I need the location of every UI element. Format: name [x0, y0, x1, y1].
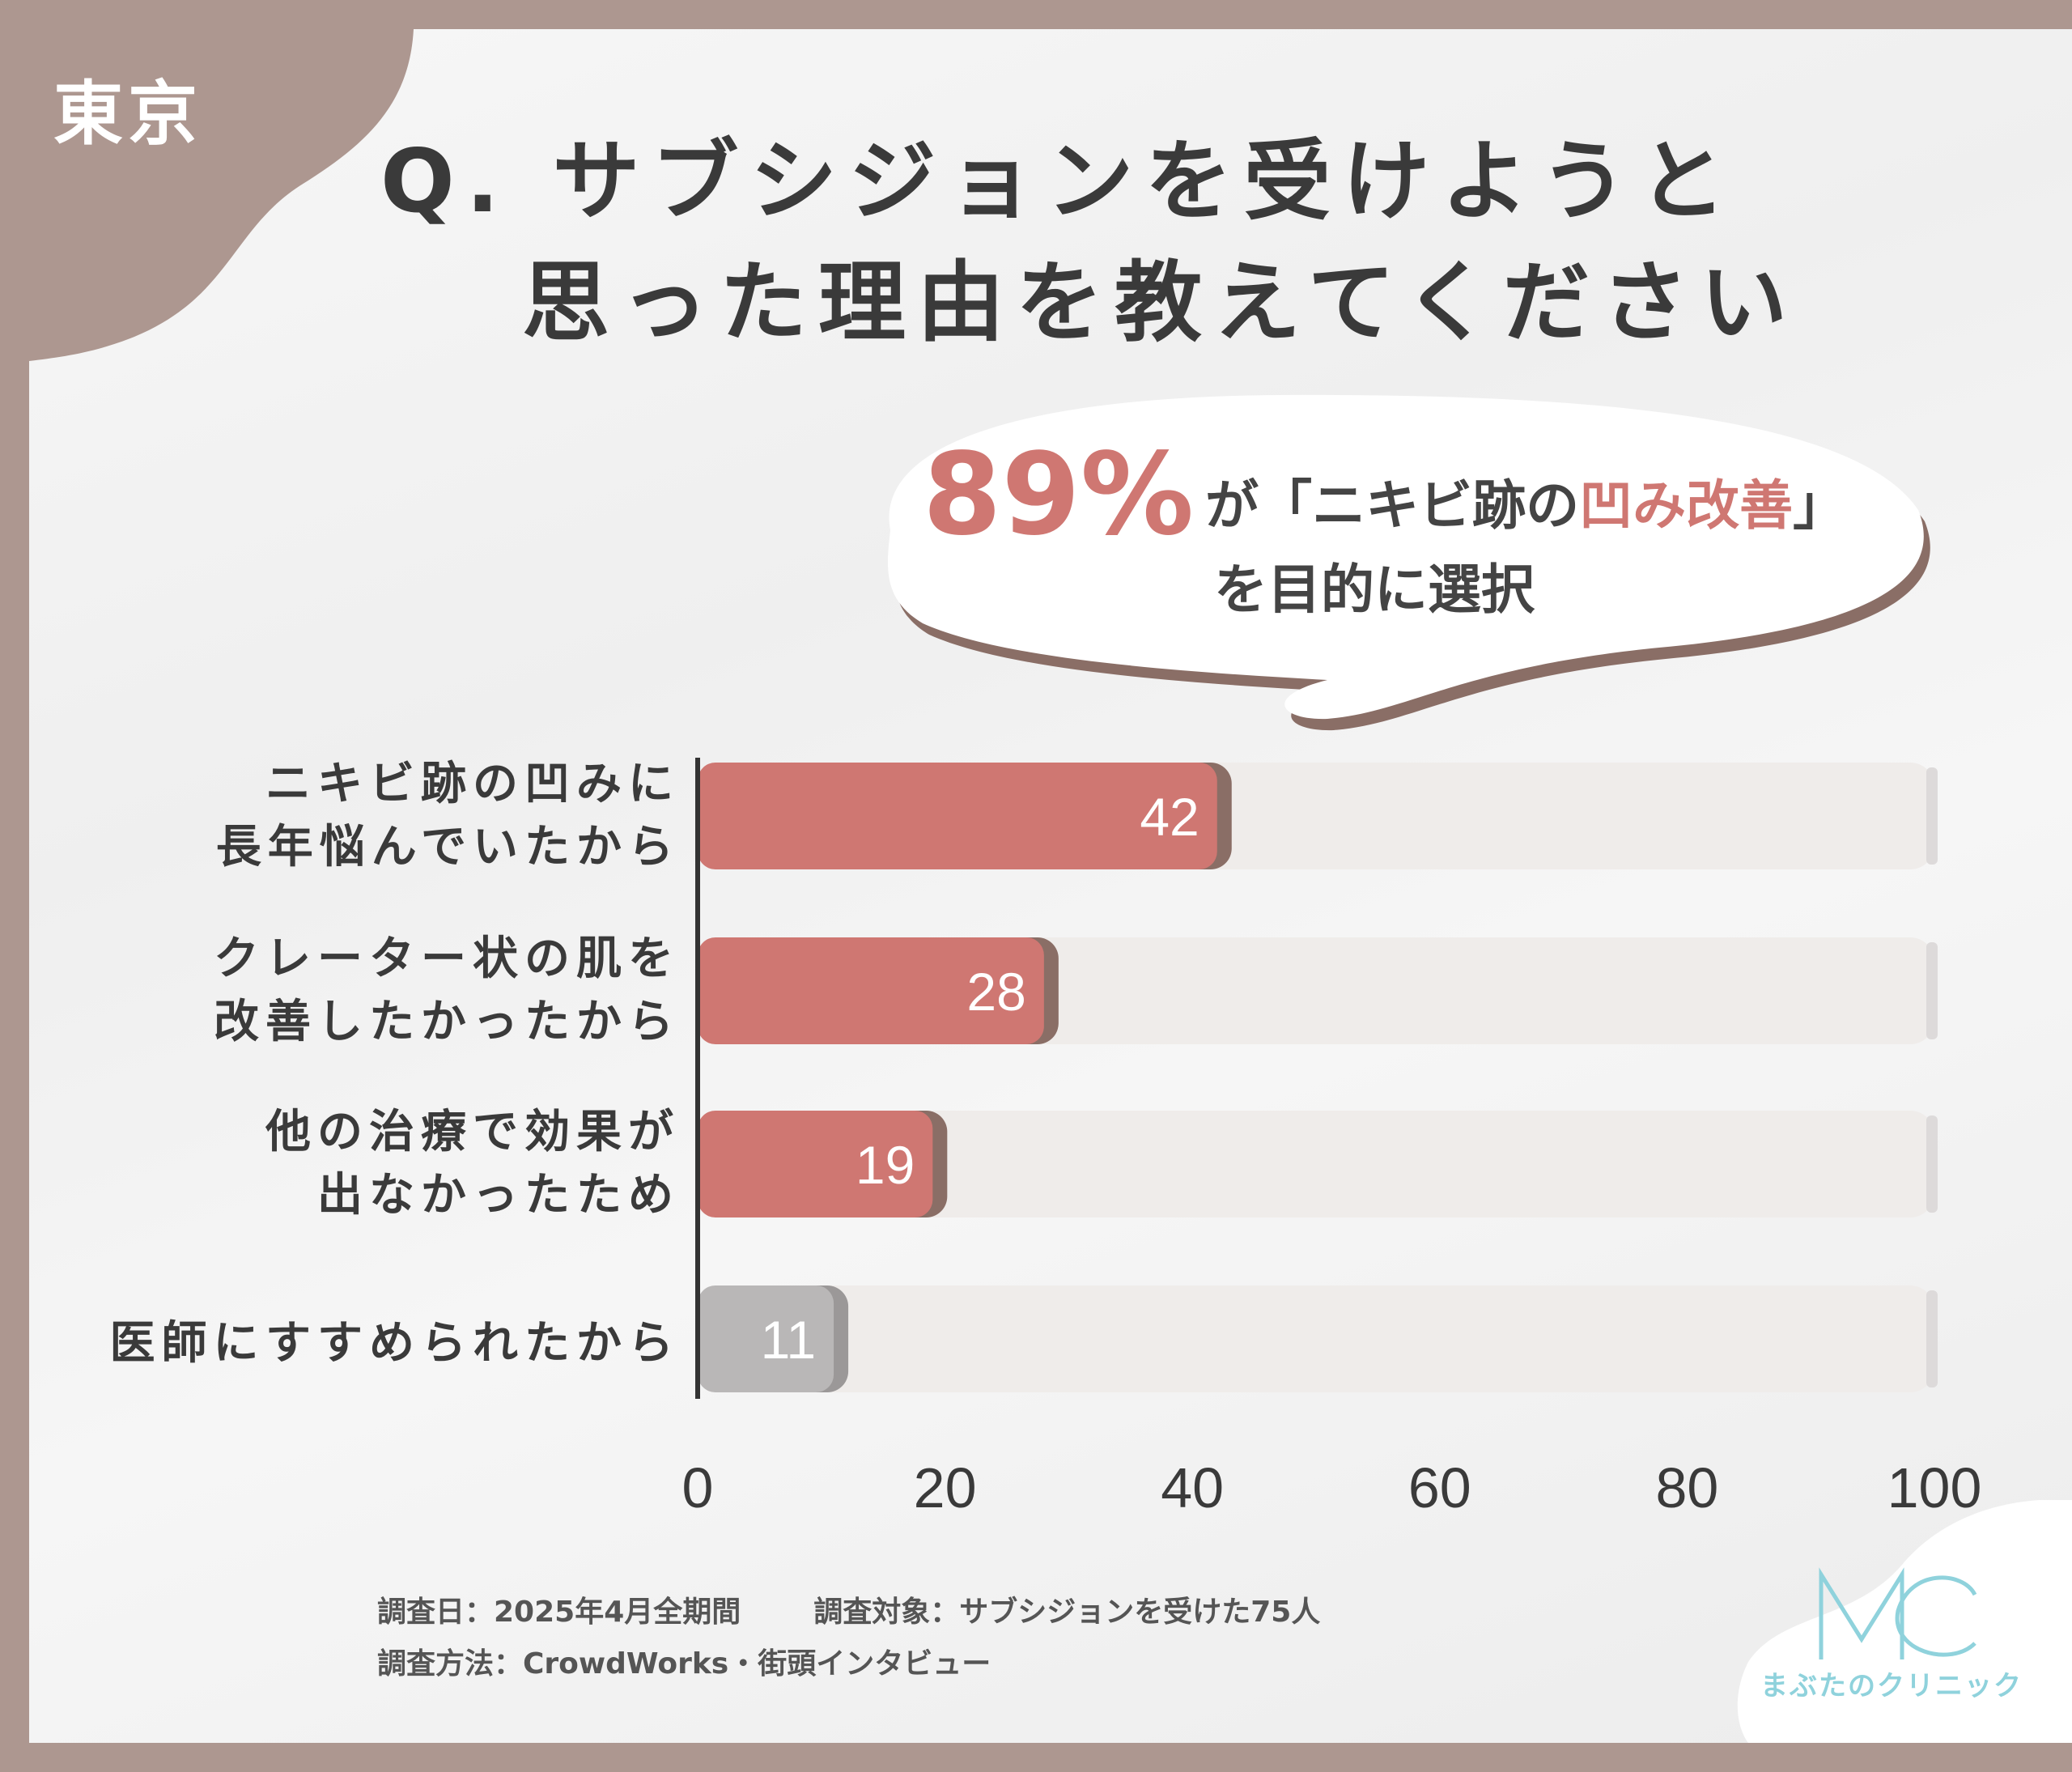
data-label: 19	[856, 1135, 915, 1195]
category-label: クレーター状の肌を 改善したかったから	[214, 928, 680, 1054]
callout-line-1: 89% が「ニキビ跡の凹み改善」	[923, 429, 1846, 561]
category-label-line: クレーター状の肌を	[214, 933, 680, 985]
callout-bubble: 89% が「ニキビ跡の凹み改善」 を目的に選択	[842, 380, 1934, 761]
bar-track-shadow	[1926, 1290, 1938, 1387]
survey-footer: 調査日：2025年4月全期間 調査対象：サブシジョンを受けた75人 調査方法：Cr…	[377, 1587, 1320, 1690]
bar	[698, 937, 1044, 1044]
category-label: ニキビ跡の凹みに長年悩んでいたから	[216, 753, 680, 879]
x-tick-label: 60	[1408, 1456, 1471, 1519]
bar-track-shadow	[1926, 942, 1938, 1039]
corner-decoration	[29, 29, 414, 361]
callout-text-before: が「ニキビ跡の	[1205, 474, 1580, 537]
survey-date: 調査日：2025年4月全期間	[377, 1596, 741, 1629]
logo-backdrop	[1737, 1500, 2072, 1743]
x-tick-label: 20	[914, 1456, 977, 1519]
title-line-2: 思った理由を教えてください	[522, 253, 1799, 354]
bar	[698, 763, 1217, 869]
category-label: 他の治療で効果が出なかったため	[265, 1101, 680, 1227]
region-label: 東京	[53, 74, 202, 155]
data-label: 11	[761, 1310, 817, 1370]
clinic-name: まぶたのクリニック	[1760, 1670, 2023, 1702]
x-tick-label: 40	[1161, 1456, 1224, 1519]
bar-track	[698, 1285, 1934, 1392]
bar	[698, 1111, 933, 1217]
bar-track-shadow	[1926, 1115, 1938, 1213]
callout-highlight: 凹み改善	[1579, 474, 1794, 537]
category-label-line: ニキビ跡の凹みに	[265, 758, 680, 810]
title-line-1: Q. サブシジョンを受けようと	[380, 131, 1738, 232]
chart-panel	[29, 29, 2072, 1743]
callout-percent: 89%	[923, 429, 1195, 561]
survey-target: 調査対象：サブシジョンを受けた75人	[813, 1596, 1321, 1629]
x-tick-label: 100	[1887, 1456, 1982, 1519]
survey-method: 調査方法：CrowdWorks・街頭インタビュー	[377, 1647, 991, 1681]
chart-title: Q. サブシジョンを受けようと 思った理由を教えてください	[380, 121, 1798, 364]
speech-bubble-shape	[887, 394, 1930, 731]
category-label: 医師にすすめられたから	[109, 1312, 680, 1375]
x-tick-label: 80	[1655, 1456, 1718, 1519]
data-label: 28	[966, 962, 1025, 1022]
callout-line-2: を目的に選択	[1214, 559, 1535, 621]
bar-track	[698, 1111, 1934, 1217]
x-tick-label: 0	[682, 1456, 714, 1519]
data-label: 42	[1140, 787, 1199, 847]
category-label-line: 長年悩んでいたから	[215, 821, 680, 873]
category-label-line: 医師にすすめられたから	[109, 1317, 680, 1370]
category-label-line: 他の治療で効果が	[265, 1106, 680, 1158]
clinic-logo-icon	[1819, 1567, 1977, 1659]
bar-track-shadow	[1926, 767, 1938, 865]
bar	[698, 1285, 834, 1392]
callout-text-after: 」	[1793, 474, 1847, 537]
category-label-line: 出なかったため	[317, 1169, 680, 1222]
category-label-line: 改善したかったから	[214, 996, 680, 1048]
